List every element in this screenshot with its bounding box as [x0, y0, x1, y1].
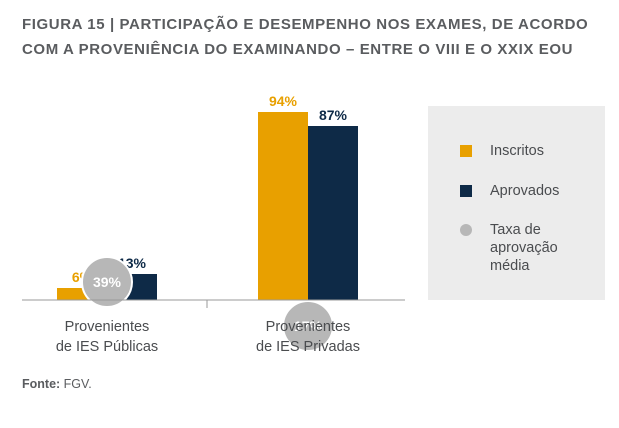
legend-item-aprovados: Aprovados: [460, 182, 559, 200]
rate-circle-1: [282, 300, 334, 352]
legend-label-aprovados: Aprovados: [490, 183, 560, 199]
legend-swatch-inscritos: [460, 145, 472, 157]
legend-item-taxa: Taxa de aprovação média: [460, 221, 580, 275]
rate-circle-label-1: 17%: [294, 318, 323, 334]
source-label: Fonte:: [22, 377, 61, 391]
legend-item-inscritos: Inscritos: [460, 142, 544, 160]
legend: Inscritos Aprovados Taxa de aprovação mé…: [428, 106, 605, 300]
rate-circle-label-0: 39%: [93, 274, 122, 290]
bar-value-label-aprovados-1: 87%: [319, 107, 348, 123]
rate-circle-0: [81, 256, 133, 308]
category-label-0-line-1: de IES Públicas: [56, 339, 158, 355]
chart-title-line-1: FIGURA 15 | PARTICIPAÇÃO E DESEMPENHO NO…: [22, 16, 589, 33]
bar-aprovados-1: [308, 126, 358, 300]
chart-title-line-2: COM A PROVENIÊNCIA DO EXAMINANDO – ENTRE…: [22, 41, 574, 58]
source-value: FGV.: [63, 377, 92, 391]
bar-value-label-inscritos-1: 94%: [269, 93, 298, 109]
bar-inscritos-1: [258, 112, 308, 300]
source-note: Fonte: FGV.: [22, 377, 92, 391]
chart-title: FIGURA 15 | PARTICIPAÇÃO E DESEMPENHO NO…: [22, 12, 612, 62]
legend-swatch-aprovados: [460, 185, 472, 197]
category-label-1-line-1: de IES Privadas: [256, 339, 360, 355]
category-label-0-line-0: Provenientes: [65, 319, 150, 335]
legend-label-taxa: Taxa de aprovação média: [490, 222, 558, 274]
legend-swatch-taxa: [460, 224, 472, 236]
category-label-1-line-0: Provenientes: [266, 319, 351, 335]
legend-label-inscritos: Inscritos: [490, 143, 544, 159]
